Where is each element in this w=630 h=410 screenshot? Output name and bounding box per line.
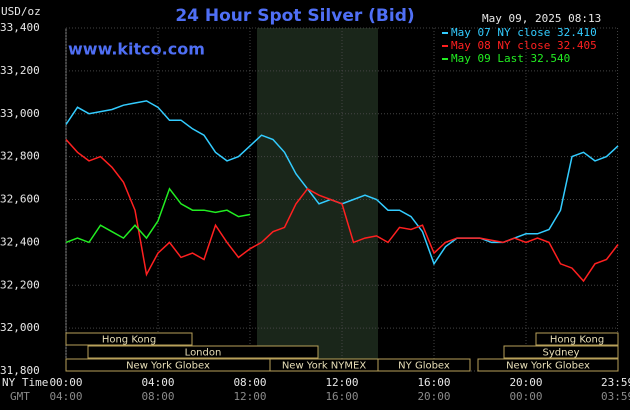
session-label: New York Globex <box>126 361 210 372</box>
session-box <box>503 345 619 359</box>
x-tick-label: 16:00 <box>417 376 450 389</box>
gmt-tick-label: 04:00 <box>49 390 82 403</box>
gmt-tick-label: 12:00 <box>233 390 266 403</box>
session-label: New York Globex <box>506 361 590 372</box>
session-label: New York NYMEX <box>282 361 367 372</box>
session-label: Hong Kong <box>550 335 604 346</box>
chart-title: 24 Hour Spot Silver (Bid) <box>175 6 414 26</box>
x-tick-label: 04:00 <box>141 376 174 389</box>
x-tick-label: 12:00 <box>325 376 358 389</box>
legend-label: May 07 NY close 32.410 <box>451 26 597 39</box>
y-tick-label: 33,000 <box>0 107 40 120</box>
website: www.kitco.com <box>68 40 205 59</box>
x2-axis-label: GMT <box>10 390 30 403</box>
y-tick-label: 31,800 <box>0 364 40 377</box>
y-tick-label: 32,200 <box>0 278 40 291</box>
session-label: Sydney <box>542 348 579 359</box>
gmt-tick-label: 08:00 <box>141 390 174 403</box>
session-label: Hong Kong <box>102 335 156 346</box>
y-tick-label: 33,400 <box>0 21 40 34</box>
x-tick-label: 08:00 <box>233 376 266 389</box>
legend-label: May 09 Last 32.540 <box>451 52 570 65</box>
legend-label: May 08 NY close 32.405 <box>451 39 597 52</box>
gmt-tick-label: 03:59 <box>601 390 630 403</box>
y-tick-label: 32,000 <box>0 321 40 334</box>
gmt-tick-label: 20:00 <box>417 390 450 403</box>
gmt-tick-label: 16:00 <box>325 390 358 403</box>
shaded-period <box>257 28 378 371</box>
session-box <box>477 358 619 372</box>
x-tick-label: 23:59 <box>601 376 630 389</box>
series-line <box>65 187 251 244</box>
y-tick-label: 32,400 <box>0 235 40 248</box>
session-box <box>65 332 193 346</box>
session-box <box>535 332 619 346</box>
y-tick-label: 32,800 <box>0 150 40 163</box>
y-tick-label: 33,200 <box>0 64 40 77</box>
session-label: NY Globex <box>398 361 450 372</box>
session-label: London <box>185 348 222 359</box>
x-tick-label: 00:00 <box>49 376 82 389</box>
y-axis-label: USD/oz <box>1 5 41 18</box>
y-tick-label: 32,600 <box>0 193 40 206</box>
x-axis-label: NY Time <box>2 376 48 389</box>
series-line <box>65 138 619 283</box>
session-box <box>377 358 471 372</box>
gmt-tick-label: 00:00 <box>509 390 542 403</box>
x-tick-label: 20:00 <box>509 376 542 389</box>
session-box <box>87 345 319 359</box>
timestamp: May 09, 2025 08:13 <box>482 12 601 25</box>
